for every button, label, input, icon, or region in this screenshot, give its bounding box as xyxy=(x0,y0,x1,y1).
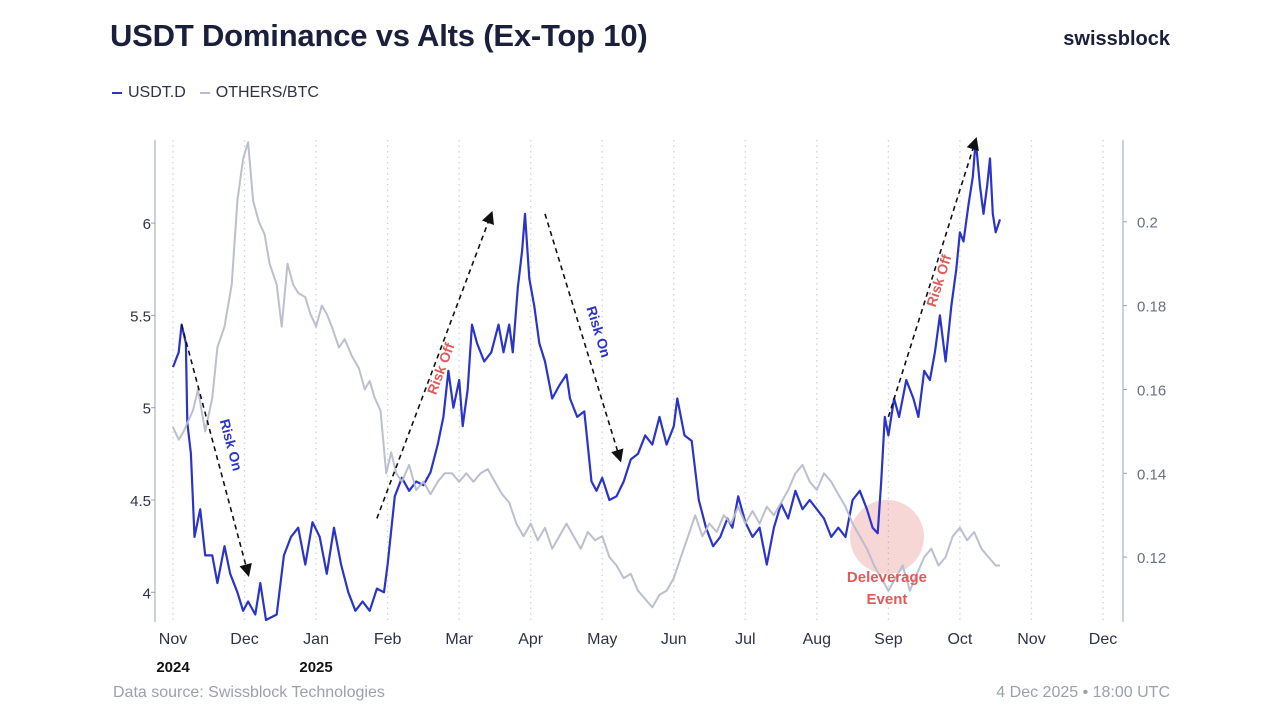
x-tick-label: Feb xyxy=(374,631,402,648)
left-tick-label: 5 xyxy=(143,401,151,418)
x-tick-label: Nov xyxy=(1017,631,1045,648)
x-tick-label: Aug xyxy=(803,631,831,648)
annotation-label-2: Risk On xyxy=(583,304,614,359)
left-tick-label: 6 xyxy=(143,216,151,233)
right-tick-label: 0.14 xyxy=(1137,466,1166,483)
right-tick-label: 0.2 xyxy=(1137,215,1158,232)
x-tick-label: Jun xyxy=(661,631,687,648)
x-tick-label: Oct xyxy=(947,631,972,648)
x-tick-label: Mar xyxy=(445,631,473,648)
right-tick-label: 0.18 xyxy=(1137,299,1166,316)
legend-usdt-d-swatch xyxy=(112,92,122,94)
deleverage-label: Event xyxy=(867,591,908,608)
annotation-label-1: Risk Off xyxy=(424,340,458,396)
deleverage-highlight xyxy=(849,499,924,574)
legend-usdt-d-label: USDT.D xyxy=(128,84,186,101)
annotation-arrow-0 xyxy=(180,324,252,577)
chart-title: USDT Dominance vs Alts (Ex-Top 10) xyxy=(110,18,648,53)
right-tick-label: 0.16 xyxy=(1137,382,1166,399)
x-tick-label: Nov xyxy=(159,631,187,648)
left-tick-label: 4.5 xyxy=(130,493,151,510)
x-tick-label: Dec xyxy=(230,631,258,648)
legend-usdt-d[interactable]: USDT.D xyxy=(112,84,186,102)
legend-others-btc[interactable]: OTHERS/BTC xyxy=(199,84,319,102)
annotation-label-3: Risk Off xyxy=(923,252,955,308)
chart-legend: USDT.D OTHERS/BTC xyxy=(112,84,319,102)
legend-others-btc-label: OTHERS/BTC xyxy=(215,84,319,101)
data-source: Data source: Swissblock Technologies xyxy=(113,684,385,701)
series-line-others-btc xyxy=(172,141,1000,609)
brand-logo: swissblock xyxy=(1063,28,1170,50)
series-line-usdt-d xyxy=(171,138,1002,622)
x-tick-label: Jul xyxy=(735,631,755,648)
left-tick-label: 4 xyxy=(143,585,151,602)
x-tick-label: May xyxy=(587,631,617,648)
left-tick-label: 5.5 xyxy=(130,308,151,325)
annotation-arrow-3 xyxy=(887,136,979,418)
x-tick-label: Jan xyxy=(303,631,329,648)
annotation-arrow-1 xyxy=(376,210,494,519)
annotation-label-0: Risk On xyxy=(217,417,246,472)
deleverage-label: Deleverage xyxy=(847,569,927,586)
year-label: 2024 xyxy=(156,659,190,676)
x-tick-label: Apr xyxy=(518,631,544,648)
annotation-arrow-2 xyxy=(544,213,624,463)
legend-others-btc-swatch xyxy=(199,92,210,94)
timestamp: 4 Dec 2025 • 18:00 UTC xyxy=(996,684,1170,701)
x-tick-label: Dec xyxy=(1089,631,1117,648)
right-tick-label: 0.12 xyxy=(1137,550,1166,567)
year-label: 2025 xyxy=(299,659,332,676)
x-tick-label: Sep xyxy=(874,631,903,648)
